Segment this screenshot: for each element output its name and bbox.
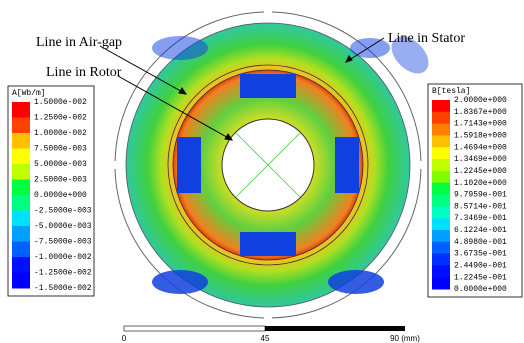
legend-swatch	[432, 112, 450, 124]
legend-label: -1.0000e-002	[34, 253, 92, 262]
legend-label: 7.3469e-001	[454, 214, 507, 223]
scale-bar: 0 45 90 (mm)	[122, 326, 420, 343]
legend-label: 1.4694e+000	[454, 143, 507, 152]
legend-swatch	[432, 159, 450, 171]
legend-label: 1.2245e-001	[454, 273, 507, 282]
legend-label: 1.2245e+000	[454, 167, 507, 176]
legend-label: 8.5714e-001	[454, 202, 507, 211]
legend-label: 0.0000e+000	[34, 191, 87, 200]
legend-label: -1.2500e-002	[34, 269, 92, 278]
legend-swatch	[432, 254, 450, 266]
legend-label: -5.0000e-003	[34, 222, 92, 231]
legend-swatch	[432, 218, 450, 230]
legend-swatch	[12, 257, 30, 273]
legend-swatch	[432, 171, 450, 183]
legend-label: 1.2500e-002	[34, 114, 87, 123]
scale-label: 90 (mm)	[390, 334, 420, 343]
legend-label: 3.6735e-001	[454, 250, 507, 259]
legend-swatch	[432, 195, 450, 207]
motor	[113, 10, 435, 320]
legend-swatch	[432, 277, 450, 289]
annotation: Line in Stator	[388, 31, 465, 46]
legend-swatch	[432, 206, 450, 218]
legend-label: 1.3469e+000	[454, 155, 507, 164]
scale-label: 45	[261, 334, 270, 343]
legend-label: 5.0000e-003	[34, 160, 87, 169]
legend-swatch	[432, 147, 450, 159]
legend-label: 1.5918e+000	[454, 132, 507, 141]
legend-swatch	[432, 135, 450, 147]
figure: Line in Air-gap Line in Stator Line in R…	[0, 0, 524, 343]
legend-swatch	[12, 118, 30, 134]
legend-label: 2.0000e+000	[454, 96, 507, 105]
legend-label: -1.5000e-002	[34, 284, 92, 293]
legend-swatch	[432, 100, 450, 112]
annotation: Line in Rotor	[46, 65, 122, 80]
legend-swatch	[12, 226, 30, 242]
legend-label: 1.5000e-002	[34, 98, 87, 107]
legend-swatch	[12, 195, 30, 211]
legend-swatch	[12, 242, 30, 258]
legend-label: 1.1020e+000	[454, 179, 507, 188]
legend-title: B[tesla]	[432, 87, 470, 96]
legend-title: A[Wb/m]	[12, 89, 46, 98]
legend-label: 4.8980e-001	[454, 238, 507, 247]
legend-swatch	[432, 242, 450, 254]
legend-swatch	[12, 133, 30, 149]
legend-swatch	[12, 273, 30, 289]
legend-label: -7.5000e-003	[34, 238, 92, 247]
annotation: Line in Air-gap	[36, 35, 122, 50]
legend-label: 9.7959e-001	[454, 191, 507, 200]
legend-swatch	[432, 230, 450, 242]
legend-swatch	[432, 183, 450, 195]
legend-swatch	[12, 102, 30, 118]
legend-label: -2.5000e-003	[34, 207, 92, 216]
legend-label: 1.8367e+000	[454, 108, 507, 117]
scale-label: 0	[122, 334, 127, 343]
legend-label: 7.5000e-003	[34, 145, 87, 154]
legend-label: 1.0000e-002	[34, 129, 87, 138]
legend-swatch	[432, 124, 450, 136]
legend-swatch	[432, 265, 450, 277]
legend-swatch	[12, 211, 30, 227]
legend-label: 6.1224e-001	[454, 226, 507, 235]
legend-swatch	[12, 149, 30, 165]
legend-label: 2.5000e-003	[34, 176, 87, 185]
legend-label: 2.4490e-001	[454, 261, 507, 270]
legend-swatch	[12, 180, 30, 196]
legend-label: 1.7143e+000	[454, 120, 507, 129]
legend-label: 0.0000e+000	[454, 285, 507, 294]
legend-swatch	[12, 164, 30, 180]
